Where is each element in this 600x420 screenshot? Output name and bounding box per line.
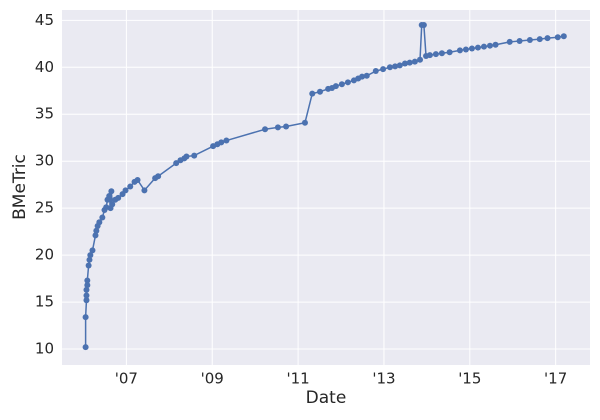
data-point [218, 139, 225, 146]
data-point [309, 90, 316, 97]
data-point [93, 227, 100, 234]
data-point [84, 277, 91, 284]
plot-area [62, 10, 590, 365]
data-point [223, 137, 230, 144]
data-point [526, 37, 533, 44]
x-tick-label: '11 [286, 370, 309, 388]
x-axis-label: Date [306, 388, 347, 408]
data-point [274, 124, 281, 131]
y-tick-label: 30 [35, 152, 54, 170]
data-point [392, 63, 399, 70]
data-point [83, 286, 90, 293]
data-point [316, 88, 323, 95]
data-point [417, 56, 424, 63]
data-point [420, 22, 427, 29]
data-point [359, 73, 366, 80]
data-point [86, 256, 93, 263]
x-tick-label: '17 [544, 370, 567, 388]
y-tick-label: 20 [35, 246, 54, 264]
data-point [560, 33, 567, 40]
data-point [108, 188, 115, 195]
x-tick-label: '15 [458, 370, 481, 388]
data-point [544, 35, 551, 42]
data-point [106, 192, 113, 199]
data-point [82, 314, 89, 321]
data-point [109, 201, 116, 208]
data-point [462, 46, 469, 53]
data-point [191, 152, 198, 159]
data-point [426, 52, 433, 59]
data-point [92, 232, 99, 239]
data-point [446, 49, 453, 56]
data-point [344, 79, 351, 86]
data-point [492, 41, 499, 48]
x-tick-label: '09 [201, 370, 224, 388]
y-tick-label: 45 [35, 11, 54, 29]
data-point [283, 123, 290, 130]
data-point [506, 38, 513, 45]
y-axis-label: BMeTric [10, 154, 30, 220]
data-point [134, 176, 141, 183]
data-point [406, 59, 413, 66]
x-tick-label: '13 [372, 370, 395, 388]
data-point [516, 37, 523, 44]
y-tick-label: 15 [35, 293, 54, 311]
data-point [141, 187, 148, 194]
data-point [456, 47, 463, 54]
y-tick-label: 10 [35, 340, 54, 358]
data-point [432, 51, 439, 58]
data-point [363, 72, 370, 79]
data-point [411, 58, 418, 65]
data-point [401, 60, 408, 67]
data-point [301, 119, 308, 126]
data-point [115, 194, 122, 201]
data-point [536, 36, 543, 43]
data-point [87, 252, 94, 259]
data-point [83, 297, 90, 304]
data-point [127, 183, 134, 190]
data-point [99, 214, 106, 221]
data-point [262, 126, 269, 133]
data-point [386, 64, 393, 71]
data-point [396, 62, 403, 69]
data-point [122, 187, 129, 194]
data-point [82, 344, 89, 351]
data-point [173, 160, 180, 167]
data-point [332, 83, 339, 90]
data-point [380, 66, 387, 73]
y-tick-label: 25 [35, 199, 54, 217]
data-point [155, 173, 162, 180]
data-point [338, 81, 345, 88]
data-point [372, 68, 379, 75]
data-point [474, 44, 481, 51]
data-point [480, 43, 487, 50]
data-point [554, 34, 561, 41]
data-point [486, 42, 493, 49]
data-point [96, 219, 103, 226]
data-point [85, 262, 92, 269]
data-point [84, 282, 91, 289]
data-point [89, 247, 96, 254]
y-tick-label: 40 [35, 58, 54, 76]
data-point [183, 153, 190, 160]
data-point [83, 292, 90, 299]
y-tick-label: 35 [35, 105, 54, 123]
data-point [468, 45, 475, 52]
x-tick-label: '07 [115, 370, 138, 388]
data-point [438, 50, 445, 57]
